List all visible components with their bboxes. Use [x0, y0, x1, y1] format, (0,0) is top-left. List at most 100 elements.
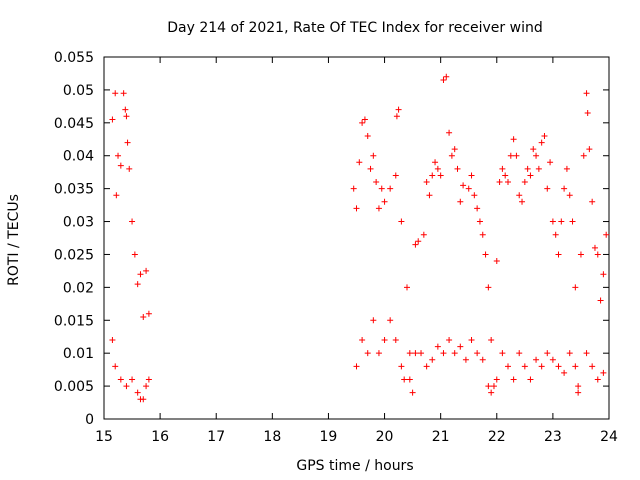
- data-point: [451, 146, 458, 153]
- data-point: [482, 251, 489, 258]
- y-tick-label: 0.015: [54, 313, 94, 329]
- data-point: [359, 337, 366, 344]
- data-point: [145, 310, 152, 317]
- data-point: [387, 185, 394, 192]
- data-point: [462, 356, 469, 363]
- data-series: [109, 73, 610, 403]
- data-point: [451, 350, 458, 357]
- data-point: [474, 205, 481, 212]
- data-point: [566, 350, 573, 357]
- data-point: [406, 376, 413, 383]
- data-point: [412, 350, 419, 357]
- data-point: [575, 389, 582, 396]
- data-point: [409, 389, 416, 396]
- data-point: [519, 198, 526, 205]
- data-point: [460, 182, 467, 189]
- data-point: [429, 356, 436, 363]
- data-point: [120, 90, 127, 97]
- data-point: [493, 258, 500, 265]
- y-tick-label: 0.005: [54, 379, 94, 395]
- data-point: [134, 389, 141, 396]
- data-point: [524, 165, 531, 172]
- y-tick-label: 0.055: [54, 50, 94, 66]
- plot-border: [103, 56, 610, 420]
- data-point: [145, 376, 152, 383]
- data-point: [471, 192, 478, 199]
- data-point: [454, 165, 461, 172]
- data-point: [381, 198, 388, 205]
- data-point: [392, 172, 399, 179]
- data-point: [404, 284, 410, 291]
- y-tick-label: 0.025: [54, 247, 94, 263]
- data-point: [129, 218, 136, 225]
- data-point: [418, 350, 425, 357]
- x-tick-label: 24: [600, 429, 618, 445]
- data-point: [423, 363, 430, 370]
- data-point: [448, 152, 455, 159]
- data-point: [527, 172, 534, 179]
- data-point: [485, 383, 492, 390]
- data-point: [412, 241, 419, 248]
- y-tick-label: 0.01: [63, 346, 94, 362]
- data-point: [429, 172, 436, 179]
- data-point: [563, 165, 570, 172]
- data-point: [594, 376, 601, 383]
- data-point: [600, 271, 607, 278]
- data-point: [502, 172, 509, 179]
- data-point: [364, 350, 371, 357]
- data-point: [415, 238, 422, 245]
- y-axis-ticks: 0 0.005 0.01 0.015 0.02 0.025 0.03 0.035 0.04 0.0…: [54, 50, 609, 428]
- data-point: [589, 363, 596, 370]
- data-point: [113, 192, 120, 199]
- data-point: [426, 192, 433, 199]
- data-point: [123, 383, 130, 390]
- x-tick-label: 23: [544, 429, 562, 445]
- data-point: [143, 383, 150, 390]
- data-point: [370, 152, 377, 159]
- data-point: [561, 369, 568, 376]
- data-point: [479, 231, 486, 238]
- x-tick-label: 17: [207, 429, 225, 445]
- data-point: [393, 113, 400, 120]
- y-tick-label: 0.04: [63, 149, 94, 165]
- y-tick-label: 0: [85, 412, 94, 428]
- data-point: [516, 192, 523, 199]
- data-point: [440, 350, 447, 357]
- data-point: [583, 350, 590, 357]
- data-point: [350, 185, 357, 192]
- data-point: [468, 337, 475, 344]
- data-point: [513, 152, 520, 159]
- x-tick-label: 16: [151, 429, 169, 445]
- data-point: [373, 179, 380, 186]
- data-point: [488, 389, 495, 396]
- data-point: [123, 113, 130, 120]
- data-point: [375, 205, 382, 212]
- x-tick-label: 18: [263, 429, 281, 445]
- data-point: [589, 198, 596, 205]
- data-point: [115, 152, 122, 159]
- data-point: [465, 185, 472, 192]
- data-point: [395, 106, 402, 113]
- data-point: [496, 179, 503, 186]
- data-point: [527, 376, 534, 383]
- data-point: [510, 376, 517, 383]
- data-point: [364, 132, 371, 139]
- y-tick-label: 0.045: [54, 116, 94, 132]
- data-point: [437, 172, 444, 179]
- data-point: [423, 179, 430, 186]
- data-point: [552, 231, 559, 238]
- data-point: [538, 139, 545, 146]
- data-point: [112, 363, 119, 370]
- data-point: [603, 231, 610, 238]
- data-point: [594, 251, 601, 258]
- data-point: [359, 119, 366, 126]
- data-point: [443, 73, 450, 80]
- data-point: [124, 139, 131, 146]
- y-tick-label: 0.05: [63, 83, 94, 99]
- data-point: [516, 350, 523, 357]
- data-point: [499, 350, 506, 357]
- data-point: [381, 337, 388, 344]
- data-point: [446, 337, 453, 344]
- x-axis-label: GPS time / hours: [296, 458, 413, 474]
- data-point: [586, 146, 593, 153]
